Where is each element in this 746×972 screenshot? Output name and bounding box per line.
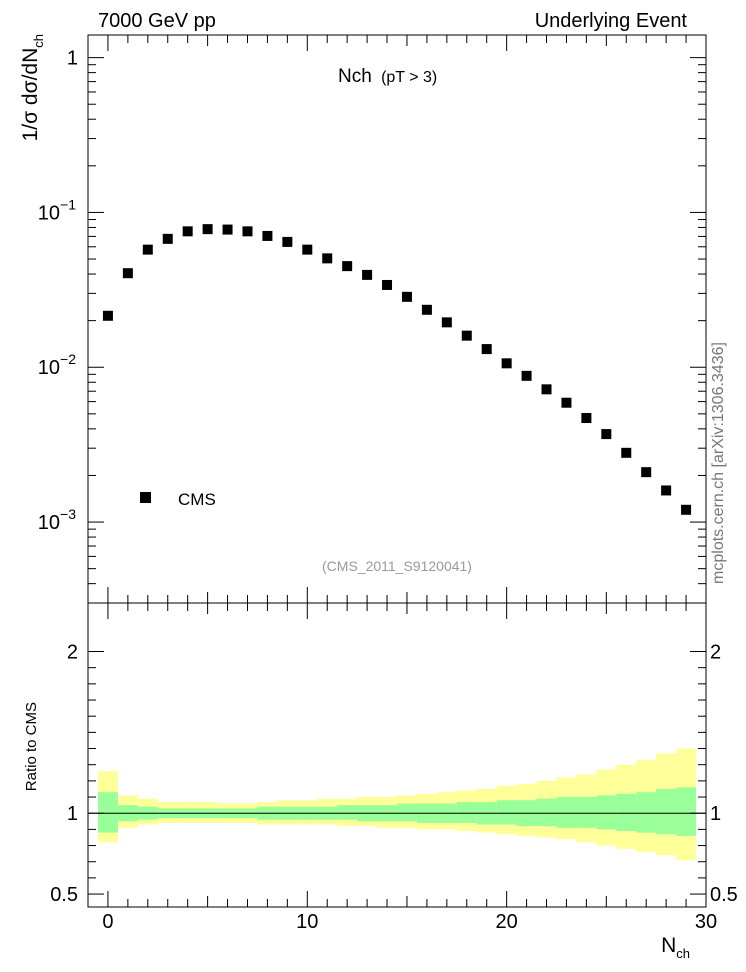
main-x-ticks bbox=[87, 35, 707, 603]
y-tick-label-base: 10 bbox=[38, 512, 60, 534]
y-tick-label-exp: −1 bbox=[60, 196, 76, 212]
x-tick-label: 30 bbox=[695, 911, 717, 933]
data-point bbox=[421, 304, 432, 315]
band-segment bbox=[536, 798, 557, 827]
band-segment bbox=[397, 803, 417, 822]
legend: CMS bbox=[140, 490, 216, 509]
data-point bbox=[322, 253, 333, 264]
y-tick-label: 1 bbox=[67, 48, 78, 70]
uncertainty-bands bbox=[98, 748, 697, 861]
band-segment bbox=[576, 797, 597, 828]
data-point bbox=[501, 358, 512, 369]
data-point bbox=[441, 317, 452, 328]
main-y-axis-label: 1/σ dσ/dNch bbox=[19, 34, 46, 141]
x-tick-label: 10 bbox=[296, 911, 318, 933]
header-right: Underlying Event bbox=[535, 10, 688, 32]
data-point bbox=[262, 230, 273, 241]
main-y-axis: 110−110−210−3 bbox=[38, 48, 706, 604]
main-y-axis-label-text: 1/σ dσ/dN bbox=[19, 48, 42, 142]
data-point bbox=[461, 330, 472, 341]
data-point bbox=[401, 291, 412, 302]
ratio-y-tick-label: 2 bbox=[67, 642, 78, 664]
data-point bbox=[302, 244, 313, 255]
band-segment bbox=[656, 788, 677, 835]
analysis-annotation: (CMS_2011_S9120041) bbox=[322, 558, 472, 574]
ratio-y-axis: 0.5 0.5 1 1 2 2 bbox=[50, 642, 738, 907]
ratio-panel: 0.5 0.5 1 1 2 2 0 10 20 30 Ratio to CMS Nch bbox=[23, 602, 738, 961]
y-tick-label: 10−1 bbox=[38, 196, 76, 224]
band-segment bbox=[676, 787, 697, 836]
ratio-frame bbox=[87, 602, 707, 908]
band-segment bbox=[98, 792, 118, 833]
main-y-axis-label-sub: ch bbox=[31, 34, 46, 48]
data-point bbox=[142, 244, 153, 255]
ratio-y-tick-label-right: 0.5 bbox=[710, 884, 738, 906]
ratio-y-tick-label: 0.5 bbox=[50, 884, 78, 906]
y-tick-label-base: 10 bbox=[38, 357, 60, 379]
y-tick-label-exp: −2 bbox=[60, 351, 76, 367]
band-segment bbox=[636, 792, 657, 833]
data-point bbox=[382, 279, 393, 290]
legend-marker bbox=[140, 492, 151, 503]
x-axis-label: Nch bbox=[661, 934, 690, 961]
main-frame bbox=[87, 34, 707, 604]
band-segment bbox=[596, 795, 617, 830]
data-point bbox=[182, 226, 193, 237]
band-segment bbox=[556, 797, 577, 828]
cms-series bbox=[102, 224, 692, 515]
band-segment bbox=[496, 800, 517, 825]
data-point bbox=[242, 226, 253, 237]
header-left: 7000 GeV pp bbox=[98, 10, 216, 32]
y-tick-label: 10−2 bbox=[38, 351, 76, 379]
band-segment bbox=[337, 805, 358, 820]
data-point bbox=[621, 447, 632, 458]
data-point bbox=[661, 485, 672, 496]
x-axis-label-text: N bbox=[661, 934, 676, 957]
plot-title-suffix: (pT > 3) bbox=[381, 69, 437, 86]
data-point bbox=[581, 413, 592, 424]
data-point bbox=[342, 261, 353, 272]
band-segment bbox=[616, 793, 637, 831]
data-point bbox=[521, 370, 532, 381]
x-tick-label: 20 bbox=[496, 911, 518, 933]
ratio-y-tick-label: 1 bbox=[67, 803, 78, 825]
data-point bbox=[282, 236, 293, 247]
x-tick-label: 0 bbox=[102, 911, 113, 933]
ratio-x-axis: 0 10 20 30 bbox=[87, 603, 717, 933]
data-point bbox=[541, 384, 552, 395]
data-point bbox=[561, 397, 572, 408]
data-point bbox=[162, 233, 173, 244]
y-tick-label-base: 10 bbox=[38, 202, 60, 224]
data-point bbox=[122, 268, 133, 279]
side-label: mcplots.cern.ch [arXiv:1306.3436] bbox=[710, 342, 727, 584]
y-tick-label: 10−3 bbox=[38, 506, 76, 534]
ratio-y-axis-label: Ratio to CMS bbox=[23, 702, 40, 791]
data-point bbox=[362, 269, 373, 280]
plot-title-main: Nch bbox=[338, 66, 372, 87]
main-panel: 110−110−210−3 Nch (pT > 3) 1/σ dσ/dNch C… bbox=[19, 34, 707, 604]
x-axis-label-sub: ch bbox=[676, 946, 690, 961]
data-point bbox=[222, 224, 233, 235]
band-segment bbox=[456, 801, 477, 823]
y-tick-label-exp: −3 bbox=[60, 506, 76, 522]
data-point bbox=[601, 429, 612, 440]
ratio-y-tick-label-right: 1 bbox=[710, 803, 721, 825]
data-point bbox=[681, 504, 692, 515]
data-point bbox=[202, 224, 213, 235]
data-point bbox=[481, 344, 492, 355]
ratio-y-tick-label-right: 2 bbox=[710, 642, 721, 664]
data-point bbox=[102, 310, 113, 321]
data-point bbox=[641, 467, 652, 478]
plot-title: Nch (pT > 3) bbox=[338, 66, 437, 87]
legend-label: CMS bbox=[178, 490, 216, 509]
